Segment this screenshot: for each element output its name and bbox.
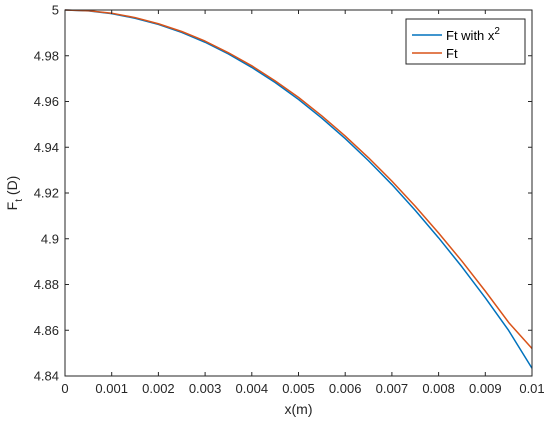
x-tick-label: 0.009 [469,381,502,396]
x-axis-label: x(m) [285,401,313,417]
y-axis: 4.84 4.86 4.88 4.9 4.92 4.94 4.96 4.98 5 [34,3,532,384]
legend: Ft with x2 Ft [405,18,526,65]
legend-label-ft-with-x2: Ft with x2 [446,26,500,43]
y-tick-label: 4.96 [34,94,59,109]
x-tick-label: 0.002 [142,381,175,396]
y-axis-label-base: F [4,202,20,211]
x-axis: 0 0.001 0.002 0.003 0.004 0.005 0.006 0.007 0.00… [61,10,545,396]
y-tick-label: 5 [52,3,59,18]
x-tick-label: 0.01 [519,381,544,396]
x-tick-label: 0.007 [376,381,409,396]
y-tick-label: 4.86 [34,323,59,338]
x-tick-label: 0.008 [422,381,455,396]
x-tick-label: 0.004 [236,381,269,396]
y-tick-label: 4.94 [34,140,59,155]
y-axis-label: Ft (D) [4,176,25,211]
legend-label-ft: Ft [446,46,458,61]
y-axis-label-unit: (D) [4,176,20,199]
legend-label-ft-with-x2-text: Ft with x [446,28,495,43]
y-tick-label: 4.92 [34,186,59,201]
x-tick-label: 0.005 [282,381,315,396]
series-layer [64,9,533,369]
plot-area [65,10,532,376]
y-tick-label: 4.84 [34,369,59,384]
series-line-1 [64,9,533,350]
y-axis-label-sub: t [14,199,25,202]
legend-box [405,18,526,65]
y-tick-label: 4.88 [34,277,59,292]
x-tick-label: 0.003 [189,381,222,396]
x-tick-label: 0.001 [95,381,128,396]
y-tick-label: 4.9 [41,231,59,246]
x-tick-label: 0 [61,381,68,396]
y-tick-label: 4.98 [34,48,59,63]
legend-label-ft-with-x2-sup: 2 [494,26,500,37]
x-tick-label: 0.006 [329,381,362,396]
